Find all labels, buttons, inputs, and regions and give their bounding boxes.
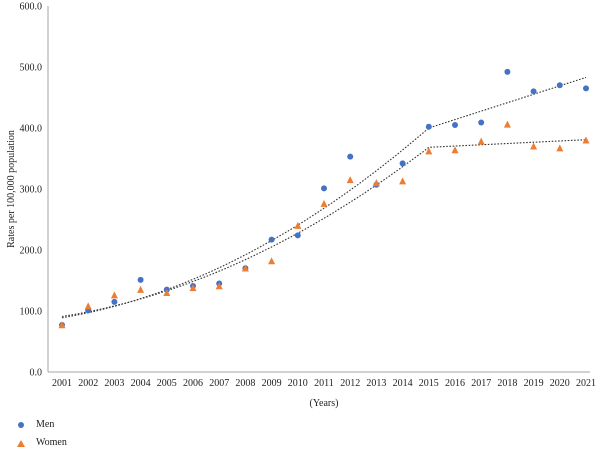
data-point-men (321, 185, 327, 192)
data-point-women (189, 284, 197, 292)
x-tick-label: 2003 (104, 378, 124, 389)
x-tick-label: 2004 (131, 378, 151, 389)
data-point-women (163, 288, 171, 296)
x-tick-label: 2008 (235, 378, 255, 389)
legend-label: Men (36, 419, 55, 430)
data-point-women (582, 136, 590, 144)
data-point-women (346, 176, 354, 184)
data-point-women (372, 179, 380, 187)
x-tick-label: 2010 (288, 378, 308, 389)
x-tick-label: 2006 (183, 378, 203, 389)
x-tick-label: 2014 (393, 378, 413, 389)
y-tick-label: 100.0 (20, 307, 43, 318)
data-point-men (530, 88, 537, 95)
data-point-women (294, 221, 302, 229)
y-tick-label: 0.0 (30, 368, 43, 379)
legend-item-men: Men (16, 416, 67, 434)
data-point-women (451, 146, 459, 154)
data-point-women (503, 120, 511, 128)
y-tick-label: 300.0 (20, 185, 43, 196)
legend-item-women: Women (16, 434, 67, 452)
data-point-women (241, 264, 249, 272)
x-tick-label: 2009 (262, 378, 282, 389)
data-point-women (425, 147, 433, 155)
x-tick-label: 2001 (52, 378, 72, 389)
data-point-men (478, 119, 485, 126)
x-tick-label: 2016 (445, 378, 465, 389)
y-tick-label: 400.0 (20, 124, 43, 135)
x-tick-label: 2019 (524, 378, 544, 389)
data-point-men (399, 160, 406, 167)
x-tick-label: 2005 (157, 378, 177, 389)
data-point-men (294, 232, 301, 239)
triangle-marker-icon (17, 439, 25, 447)
data-point-women (137, 285, 145, 293)
trend-line-men (61, 76, 587, 319)
data-point-men (504, 68, 511, 75)
x-tick-label: 2007 (209, 378, 229, 389)
data-point-women (530, 142, 538, 150)
data-point-women (58, 321, 66, 329)
data-point-men (111, 298, 118, 305)
legend: Men Women (16, 416, 67, 452)
data-point-women (477, 137, 485, 145)
data-point-women (110, 291, 118, 299)
x-tick-label: 2020 (550, 378, 570, 389)
x-tick-label: 2017 (471, 378, 491, 389)
x-tick-label: 2012 (340, 378, 360, 389)
tick-labels: 0.0 100.0 200.0 300.0 400.0 500.0 600.0 2001 200… (20, 2, 597, 390)
data-point-men (268, 236, 275, 243)
x-tick-label: 2018 (497, 378, 517, 389)
x-tick-label: 2002 (78, 378, 98, 389)
circle-marker-icon (18, 422, 24, 428)
data-point-women (268, 257, 276, 265)
y-tick-label: 500.0 (20, 63, 43, 74)
data-point-men (425, 123, 432, 130)
data-point-women (556, 144, 564, 152)
data-points (58, 68, 590, 329)
data-point-women (215, 282, 223, 290)
x-tick-label: 2011 (314, 378, 334, 389)
x-axis-title: (Years) (310, 398, 339, 409)
data-point-women (399, 177, 407, 185)
data-point-men (452, 121, 458, 128)
data-point-women (320, 199, 328, 207)
data-point-women (84, 302, 92, 310)
data-point-men (347, 153, 354, 160)
trend-line-women (61, 139, 587, 318)
x-tick-label: 2021 (576, 378, 596, 389)
y-tick-label: 600.0 (20, 2, 43, 13)
legend-label: Women (36, 437, 67, 448)
trend-lines (61, 76, 587, 319)
axes (47, 6, 590, 373)
data-point-men (583, 85, 589, 92)
data-point-men (137, 276, 144, 283)
x-tick-label: 2013 (366, 378, 386, 389)
x-tick-label: 2015 (419, 378, 439, 389)
y-tick-label: 200.0 (20, 246, 43, 257)
data-point-men (556, 82, 563, 89)
y-axis-title: Rates per 100,000 population (6, 130, 17, 248)
